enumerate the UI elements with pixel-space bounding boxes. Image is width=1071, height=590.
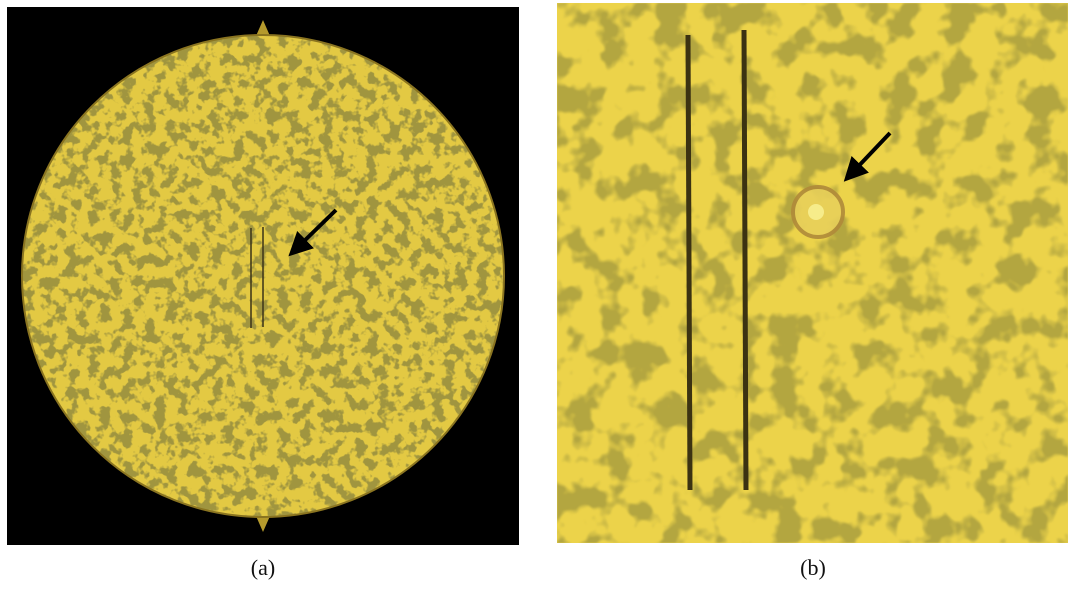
arrow (288, 208, 338, 257)
inclusion-core (808, 204, 824, 220)
panel-label: (b) (800, 555, 826, 580)
scratch-line (685, 34, 693, 491)
microstructure-texture (557, 3, 1068, 543)
field-edge (21, 34, 505, 518)
panel-b (557, 3, 1068, 543)
scratch-line (741, 29, 749, 491)
panel-label: (a) (251, 555, 275, 580)
panel-a (7, 7, 519, 545)
arrow (843, 131, 892, 182)
